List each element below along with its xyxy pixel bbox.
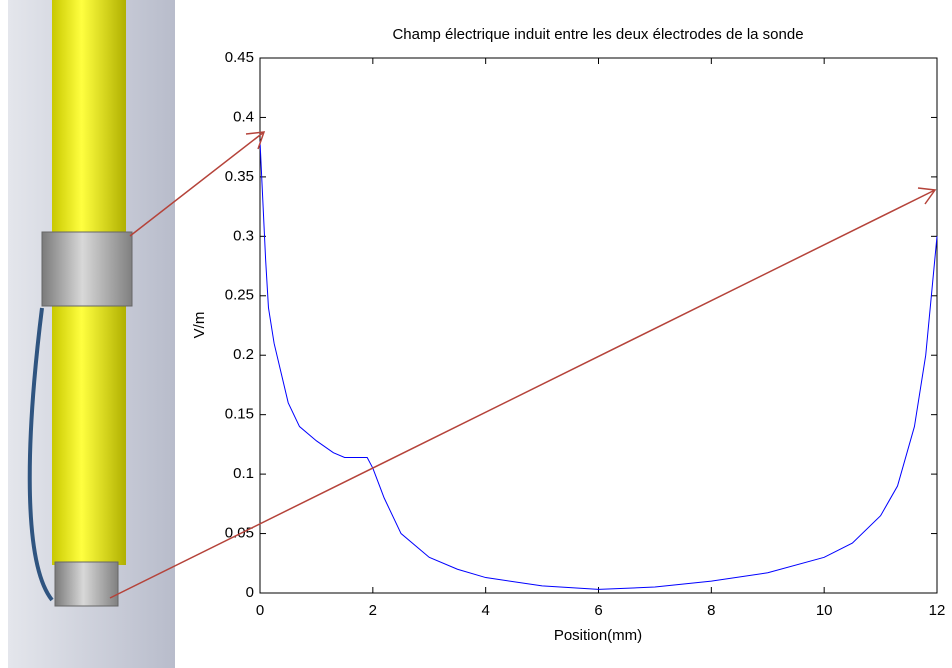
x-tick-label: 4 <box>481 602 489 619</box>
y-tick-label: 0.45 <box>225 49 254 66</box>
y-tick-label: 0 <box>246 584 254 601</box>
y-tick-label: 0.25 <box>225 287 254 304</box>
data-line <box>259 141 938 590</box>
y-axis-label: V/m <box>191 312 208 339</box>
x-tick-label: 12 <box>929 602 946 619</box>
y-tick-label: 0.15 <box>225 406 254 423</box>
x-tick-label: 8 <box>707 602 715 619</box>
probe-illustration <box>8 0 175 668</box>
arrows <box>109 131 937 599</box>
x-axis-label: Position(mm) <box>554 627 642 644</box>
y-tick-label: 0.4 <box>233 108 254 125</box>
x-tick-label: 0 <box>256 602 264 619</box>
x-tick-label: 10 <box>816 602 833 619</box>
plot-area <box>259 57 938 594</box>
y-tick-label: 0.2 <box>233 346 254 363</box>
y-tick-label: 0.35 <box>225 168 254 185</box>
x-tick-label: 2 <box>369 602 377 619</box>
y-tick-label: 0.1 <box>233 465 254 482</box>
x-tick-label: 6 <box>594 602 602 619</box>
chart-title: Champ électrique induit entre les deux é… <box>392 26 803 43</box>
y-tick-label: 0.3 <box>233 227 254 244</box>
